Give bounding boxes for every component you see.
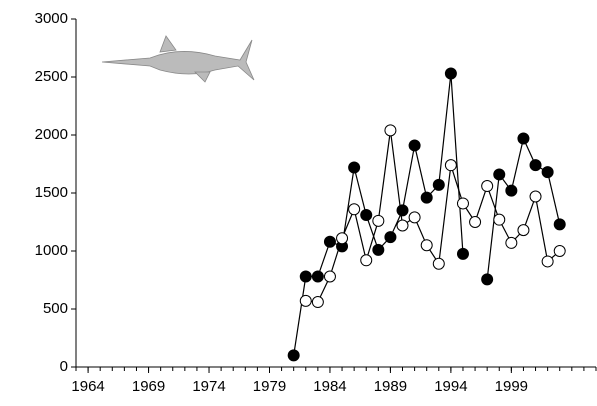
data-point — [312, 271, 323, 282]
series-line — [306, 130, 560, 302]
data-point — [361, 255, 372, 266]
data-point — [349, 162, 360, 173]
data-point — [300, 295, 311, 306]
data-point — [518, 225, 529, 236]
data-point — [312, 297, 323, 308]
y-tick-label: 0 — [60, 358, 68, 375]
series-line — [294, 74, 560, 356]
data-point — [506, 185, 517, 196]
y-tick-label: 1000 — [35, 242, 68, 259]
data-point — [421, 192, 432, 203]
data-point — [397, 205, 408, 216]
data-point — [554, 219, 565, 230]
data-point — [433, 179, 444, 190]
data-point — [494, 214, 505, 225]
x-tick-label: 1964 — [71, 378, 104, 395]
data-point — [324, 236, 335, 247]
y-tick-label: 1500 — [35, 184, 68, 201]
page: {"chart_data": {"type": "line", "x": [19… — [0, 0, 597, 406]
data-point — [324, 271, 335, 282]
x-tick-label: 1979 — [253, 378, 286, 395]
data-point — [506, 237, 517, 248]
swordfish-illustration — [102, 36, 254, 82]
data-point — [373, 215, 384, 226]
data-point — [494, 169, 505, 180]
data-point — [409, 212, 420, 223]
x-tick-label: 1984 — [313, 378, 346, 395]
data-point — [288, 350, 299, 361]
data-point — [482, 181, 493, 192]
data-point — [421, 240, 432, 251]
fish-fin — [195, 72, 210, 82]
y-tick-label: 500 — [43, 300, 68, 317]
data-point — [530, 191, 541, 202]
fish-body — [102, 40, 254, 80]
data-point — [482, 274, 493, 285]
data-point — [397, 220, 408, 231]
data-point — [373, 244, 384, 255]
y-tick-label: 3000 — [35, 10, 68, 27]
data-point — [300, 271, 311, 282]
x-tick-label: 1969 — [132, 378, 165, 395]
x-tick-label: 1974 — [192, 378, 225, 395]
data-point — [385, 232, 396, 243]
data-point — [530, 160, 541, 171]
x-tick-label: 1994 — [434, 378, 467, 395]
data-point — [542, 167, 553, 178]
data-point — [470, 217, 481, 228]
data-point — [385, 125, 396, 136]
y-tick-label: 2000 — [35, 126, 68, 143]
data-point — [445, 68, 456, 79]
chart: 0 500 1000 1500 2000 2500 3000 1964 1969 1974 1979… — [0, 0, 597, 406]
data-point — [445, 160, 456, 171]
data-point — [457, 198, 468, 209]
x-tick-label: 1989 — [374, 378, 407, 395]
data-point — [361, 210, 372, 221]
data-point — [518, 133, 529, 144]
fish-fin — [160, 36, 176, 52]
data-point — [409, 140, 420, 151]
data-point — [542, 256, 553, 267]
data-point — [349, 204, 360, 215]
data-point — [433, 258, 444, 269]
y-tick-label: 2500 — [35, 68, 68, 85]
data-point — [337, 233, 348, 244]
data-point — [457, 248, 468, 259]
data-point — [554, 246, 565, 257]
x-tick-label: 1999 — [495, 378, 528, 395]
